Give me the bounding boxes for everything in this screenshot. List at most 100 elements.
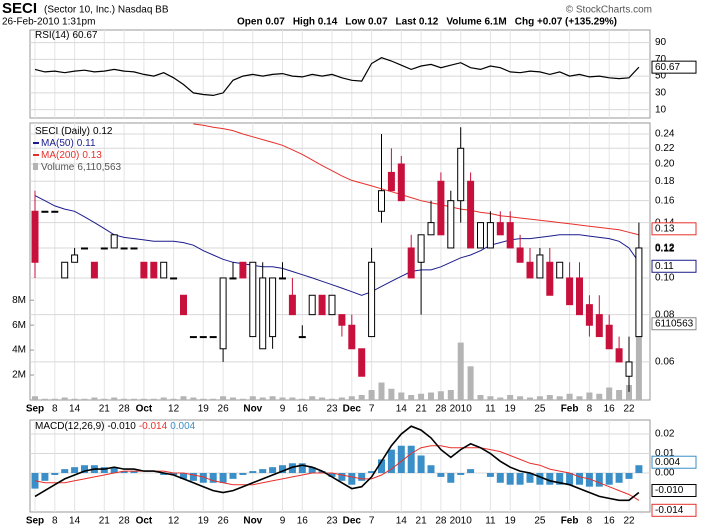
volume-bar (616, 390, 623, 400)
x-tick-label: 28 (435, 516, 447, 527)
candle-body (368, 261, 376, 338)
x-tick-label: 8 (52, 516, 58, 527)
value-box (651, 317, 697, 331)
y-tick-label: 30 (655, 87, 667, 98)
volume-bar (576, 396, 583, 400)
histogram-bar (318, 471, 326, 474)
y-tick-label: 0.01 (655, 448, 675, 459)
histogram-bar (189, 473, 197, 481)
histogram-bar (536, 473, 544, 485)
quote-item: Volume 6.1M (446, 17, 506, 28)
candle-body (308, 294, 316, 316)
value-box (651, 455, 697, 469)
histogram-bar (219, 473, 227, 483)
legend-text: 0.004 (170, 421, 195, 432)
x-tick-label: 28 (119, 404, 131, 415)
y-tick-label: 0.10 (655, 273, 675, 284)
volume-bar (329, 398, 335, 400)
y-tick-label: 90 (655, 37, 667, 48)
volume-bar (467, 366, 474, 400)
x-tick-label: 21 (99, 516, 111, 527)
candle-body (536, 254, 544, 279)
histogram-bar (259, 469, 267, 474)
histogram-bar (209, 473, 217, 483)
x-tick-label: 2010 (450, 404, 473, 415)
candle-body (477, 222, 484, 249)
moving-average (34, 195, 640, 296)
histogram-bar (120, 471, 128, 474)
value-box (651, 484, 697, 498)
y-tick-label: 0.12 (655, 243, 675, 254)
candle-body (605, 324, 613, 350)
candle-body (189, 336, 197, 339)
value-box-label: -0.010 (655, 485, 684, 496)
volume-bar (101, 398, 108, 400)
volume-tick-label: 8M (12, 295, 26, 306)
volume-bar (527, 397, 533, 400)
y-tick-label: 0.22 (655, 143, 675, 154)
y-tick-label: 0.00 (655, 468, 675, 479)
histogram-bar (130, 471, 138, 474)
x-tick-label: 22 (623, 404, 635, 415)
value-box-label: 60.67 (655, 62, 680, 73)
volume-bar (121, 398, 128, 400)
legend-entry: Volume 6,110,563 (41, 162, 122, 173)
histogram-bar (338, 473, 346, 481)
volume-bar (388, 388, 395, 400)
histogram-bar (516, 473, 524, 485)
candle-body (387, 171, 395, 192)
candle-body (566, 277, 574, 306)
candle-body (269, 277, 277, 338)
x-tick-label: 9 (280, 404, 286, 415)
x-tick-label: 21 (416, 404, 428, 415)
candle-body (130, 247, 138, 250)
x-tick-label: 23 (326, 404, 338, 415)
legend-text: 60.67 (72, 30, 97, 41)
panel-frame (29, 122, 651, 401)
volume-bar (200, 398, 207, 400)
x-tick-label: Dec (343, 516, 362, 527)
volume-bar (160, 397, 167, 400)
y-tick-label: 0.02 (655, 429, 675, 440)
legend-swatch (33, 163, 38, 170)
histogram-bar (625, 473, 633, 479)
volume-bar (190, 397, 197, 400)
company: (Sector 10, Inc.) Nasdaq BB (44, 5, 169, 16)
candle-body (506, 222, 514, 249)
volume-bar (517, 396, 524, 400)
volume-bar (61, 397, 68, 400)
candle-body (576, 277, 583, 316)
candle-body (635, 247, 643, 338)
candle-body (279, 277, 286, 280)
histogram-bar (160, 473, 168, 475)
x-tick-label: 7 (369, 404, 375, 415)
histogram-bar (180, 473, 187, 479)
histogram-bar (239, 473, 247, 475)
volume-bar (279, 397, 286, 400)
y-tick-label: 50 (655, 71, 667, 82)
candle-body (467, 180, 475, 249)
volume-bar (140, 398, 147, 400)
x-tick-label: 25 (534, 516, 546, 527)
y-tick-label: 0.24 (655, 129, 675, 140)
legend-text: RSI(14) (35, 30, 69, 41)
volume-bar (269, 396, 276, 400)
candle-body (556, 261, 564, 279)
candle-body (90, 261, 98, 279)
volume-bar (319, 397, 326, 400)
macd-line (34, 445, 640, 501)
x-tick-label: 23 (326, 516, 338, 527)
volume-bar (437, 391, 444, 400)
candle-body (338, 314, 346, 326)
volume-bar (170, 398, 177, 400)
candle-body (595, 314, 603, 338)
volume-bar (497, 397, 504, 400)
volume-bar (635, 323, 642, 400)
x-tick-label: Nov (243, 404, 262, 415)
y-tick-label: 70 (655, 54, 667, 65)
value-box-label: 6110563 (655, 318, 694, 329)
volume-tick-label: 6M (12, 320, 26, 331)
candle-body (71, 254, 79, 263)
histogram-bar (595, 473, 603, 487)
